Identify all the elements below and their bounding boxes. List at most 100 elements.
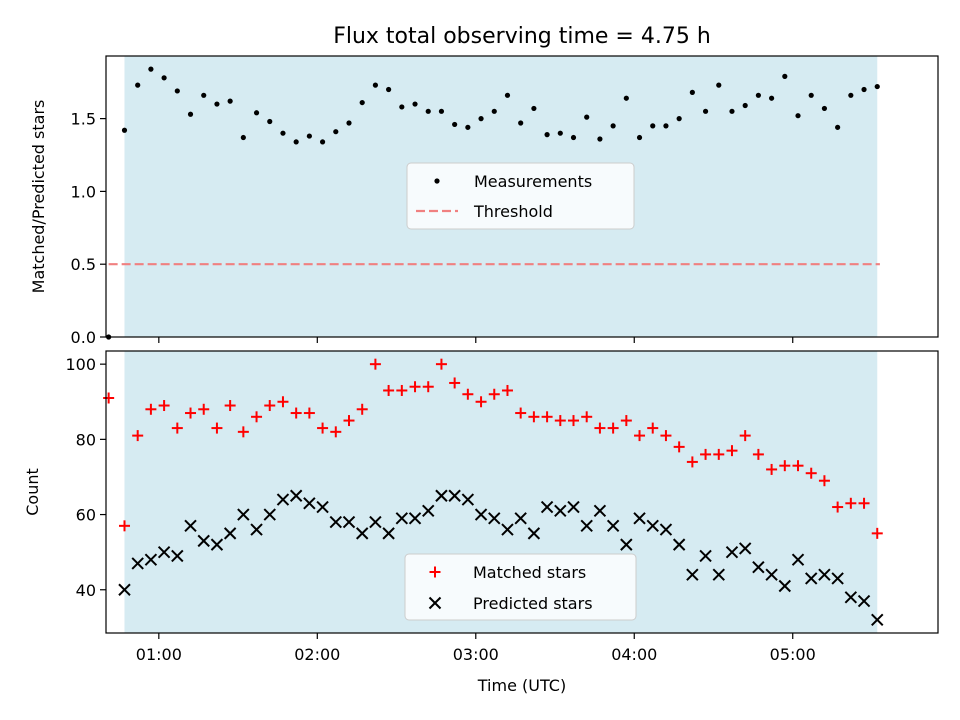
- predicted-star-point: [355, 527, 369, 540]
- measurement-point: [148, 66, 154, 72]
- bottom-y-tick-label: 80: [76, 430, 96, 449]
- measurement-point: [465, 124, 471, 130]
- matched-star-point: [237, 426, 249, 438]
- measurement-point: [689, 89, 695, 95]
- predicted-star-point: [633, 512, 646, 525]
- predicted-star-point: [237, 508, 250, 521]
- measurement-point: [478, 116, 484, 122]
- matched-star-point: [818, 475, 830, 487]
- count-panel: 40 60 80 100 01:00 02:00 03:00 04:00 05:00 Coun…: [23, 350, 939, 695]
- bottom-y-ticks: 40 60 80 100: [65, 355, 106, 600]
- measurement-point: [663, 123, 669, 129]
- predicted-star-point: [554, 504, 567, 518]
- x-tick-label: 03:00: [453, 645, 499, 664]
- measurement-point: [557, 130, 563, 136]
- matched-star-point: [620, 415, 632, 427]
- legend-predicted-marker: [428, 596, 442, 610]
- matched-star-point: [132, 430, 144, 442]
- matched-star-point: [251, 411, 263, 423]
- predicted-star-point: [527, 527, 541, 540]
- predicted-star-point: [488, 512, 501, 525]
- matched-star-point: [805, 467, 817, 479]
- matched-star-point: [766, 463, 778, 475]
- predicted-star-point: [474, 508, 488, 521]
- measurement-point: [438, 108, 445, 114]
- measurement-point: [782, 73, 788, 79]
- matched-star-point: [198, 403, 210, 415]
- predicted-star-point: [844, 591, 858, 604]
- top-x-ticks: [158, 337, 794, 343]
- matched-star-point: [647, 422, 659, 434]
- measurement-points: [106, 66, 880, 340]
- matched-stars-points: [103, 358, 883, 539]
- predicted-star-point: [778, 579, 792, 593]
- measurement-point: [491, 108, 497, 114]
- predicted-star-point: [805, 572, 818, 585]
- measurement-point: [795, 113, 801, 119]
- x-tick-label: 05:00: [770, 645, 816, 664]
- matched-star-point: [634, 430, 646, 442]
- matched-star-point: [686, 456, 698, 468]
- predicted-star-point: [567, 500, 580, 514]
- top-y-axis-label: Matched/Predicted stars: [29, 100, 48, 294]
- matched-star-point: [475, 396, 487, 408]
- measurement-point: [319, 139, 326, 145]
- measurement-point: [623, 95, 629, 101]
- matched-star-point: [145, 403, 157, 415]
- predicted-star-point: [752, 560, 765, 574]
- predicted-star-point: [606, 519, 620, 533]
- legend-measurements-marker: [434, 178, 440, 184]
- matched-star-point: [541, 411, 553, 423]
- predicted-star-point: [118, 583, 131, 596]
- predicted-star-point: [448, 489, 461, 502]
- predicted-star-point: [672, 538, 686, 551]
- measurement-point: [293, 139, 299, 145]
- top-y-tick-label: 0.0: [71, 328, 96, 347]
- predicted-star-point: [435, 489, 448, 502]
- predicted-star-point: [382, 527, 395, 540]
- matched-star-point: [224, 400, 236, 412]
- measurement-point: [227, 98, 233, 104]
- matched-star-point: [185, 407, 197, 419]
- measurement-point: [333, 129, 339, 135]
- top-y-tick-label: 1.5: [71, 110, 96, 129]
- measurement-point: [280, 130, 286, 136]
- measurement-point: [346, 120, 352, 126]
- matched-star-point: [462, 388, 474, 400]
- predicted-star-point: [646, 519, 659, 533]
- matched-star-point: [501, 384, 513, 396]
- bottom-x-ticks: 01:00 02:00 03:00 04:00 05:00: [136, 633, 816, 664]
- predicted-star-point: [408, 512, 422, 525]
- bottom-y-tick-label: 40: [76, 581, 96, 600]
- matched-star-point: [581, 411, 593, 423]
- predicted-star-point: [223, 527, 237, 540]
- bottom-y-tick-label: 60: [76, 506, 96, 525]
- measurement-point: [861, 86, 867, 93]
- matched-star-point: [118, 520, 130, 532]
- matched-star-point: [568, 415, 580, 427]
- matched-star-point: [435, 358, 447, 370]
- x-axis-label: Time (UTC): [477, 676, 566, 695]
- ratio-panel: 0.0 0.5 1.0 1.5 Matched/Predicted stars Mea…: [29, 55, 939, 347]
- matched-star-point: [356, 403, 368, 415]
- matched-star-point: [726, 445, 738, 457]
- predicted-star-point: [316, 500, 329, 514]
- measurement-point: [399, 104, 405, 110]
- matched-star-point: [739, 430, 751, 442]
- bottom-y-axis-label: Count: [23, 468, 42, 516]
- legend-matched-label: Matched stars: [473, 563, 586, 582]
- matched-star-point: [792, 460, 804, 472]
- predicted-star-point: [303, 497, 316, 510]
- matched-star-point: [673, 441, 685, 453]
- matched-star-point: [871, 527, 883, 539]
- predicted-star-point: [461, 493, 475, 506]
- matched-star-point: [343, 415, 355, 427]
- x-tick-label: 04:00: [611, 645, 657, 664]
- bottom-legend-box: [404, 553, 637, 621]
- x-tick-label: 01:00: [136, 645, 182, 664]
- predicted-star-point: [329, 515, 342, 529]
- predicted-star-point: [289, 489, 303, 502]
- matched-star-point: [277, 396, 289, 408]
- measurement-point: [636, 134, 643, 141]
